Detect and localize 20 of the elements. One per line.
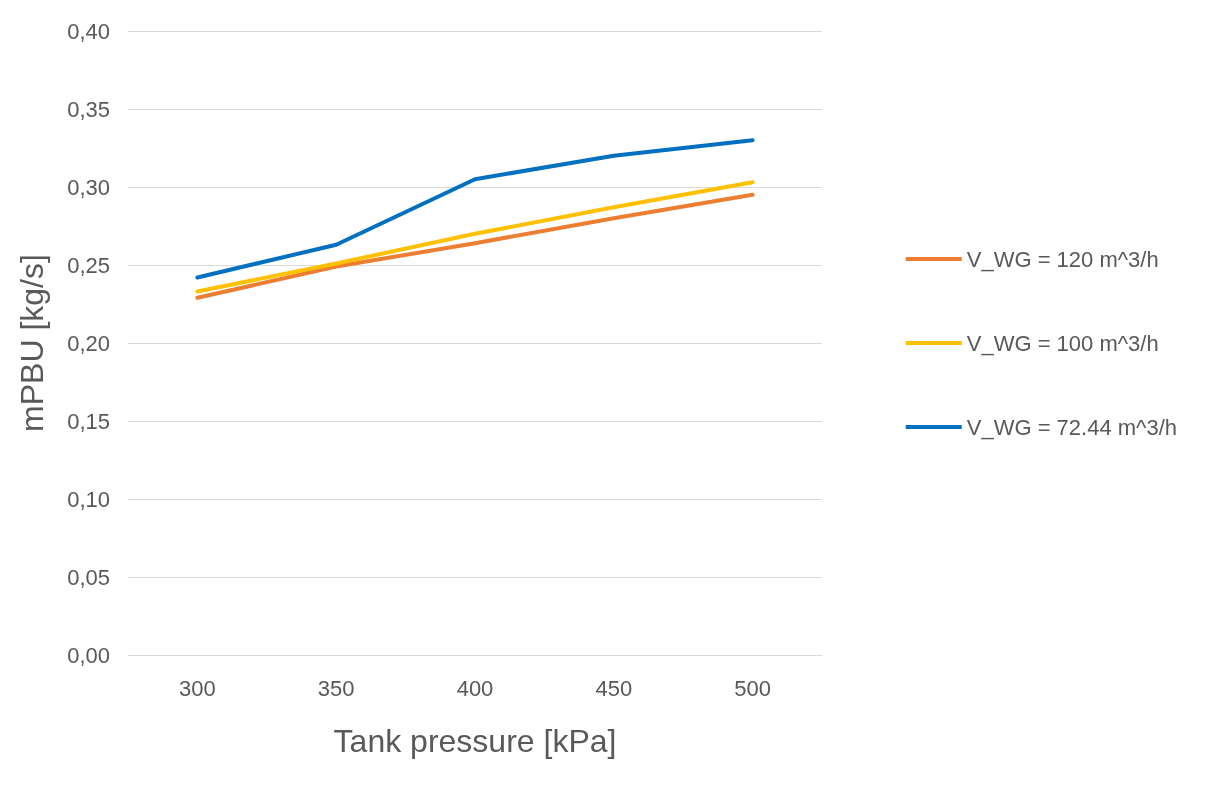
x-tick-label: 450 [595, 675, 633, 701]
legend-label: V_WG = 120 m^3/h [966, 246, 1159, 272]
y-tick-label: 0,35 [67, 96, 110, 122]
x-tick-label: 500 [734, 675, 771, 701]
y-tick-label: 0,10 [67, 486, 110, 512]
x-tick-label: 300 [179, 675, 216, 701]
y-tick-label: 0,20 [67, 330, 110, 356]
y-tick-label: 0,30 [67, 174, 110, 200]
x-tick-label: 350 [317, 675, 355, 701]
y-tick-label: 0,25 [67, 252, 110, 278]
x-axis-title: Tank pressure [kPa] [333, 723, 617, 759]
y-tick-label: 0,05 [67, 564, 110, 590]
y-axis-title: mPBU [kg/s] [14, 254, 50, 432]
legend-label: V_WG = 100 m^3/h [966, 330, 1159, 356]
x-tick-label: 400 [456, 675, 494, 701]
y-tick-label: 0,15 [67, 408, 110, 434]
line-series [195, 138, 755, 280]
legend-label: V_WG = 72.44 m^3/h [966, 414, 1178, 440]
y-tick-label: 0,00 [67, 642, 110, 668]
y-tick-label: 0,40 [67, 18, 110, 44]
